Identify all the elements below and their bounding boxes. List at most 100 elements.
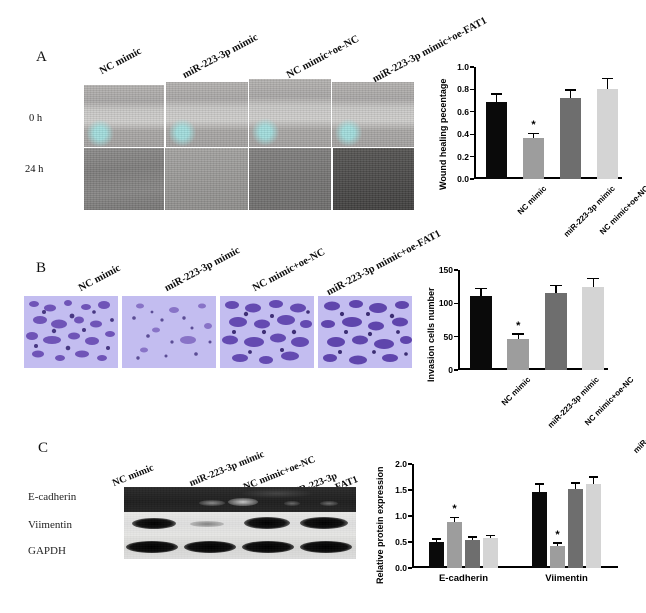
panel-a-y-tick — [469, 88, 474, 91]
transwell-image-nc-oe-nc — [220, 296, 314, 368]
panel-a-y-tick-label: 0.6 — [457, 106, 469, 117]
panel-b-y-tick-label: 0 — [448, 365, 453, 375]
panel-c-bar-viimentin-1 — [550, 546, 565, 568]
panel-b-column-header-3: NC mimic+oe-NC — [250, 246, 327, 294]
panel-a-y-tick — [469, 111, 474, 113]
panel-c-bar-viimentin-0 — [532, 491, 547, 568]
panel-c-bar-viimentin-0-errorbar — [538, 484, 541, 492]
panel-b-bar-2-errorbar-cap — [549, 284, 562, 286]
panel-a-bar-0-errorbar-cap — [490, 93, 503, 95]
wound-image-0h-nc-mimic — [84, 85, 164, 147]
panel-c-column-header-1: NC mimic — [110, 462, 156, 489]
panel-b-bar-1 — [507, 338, 530, 370]
panel-a-row-label-24h: 24 h — [25, 164, 44, 175]
panel-b-bar-1-significance-star: * — [516, 319, 521, 332]
panel-b-letter: B — [36, 260, 47, 276]
panel-c-y-tick-label: 1.0 — [395, 511, 407, 521]
panel-b-bar-1-errorbar-cap — [512, 333, 525, 335]
panel-b-y-axis — [458, 270, 460, 370]
panel-b-bar-3-errorbar — [592, 279, 594, 287]
panel-c-bar-e-cadherin-3-errorbar-cap — [486, 534, 495, 537]
panel-b-y-tick-label: 50 — [443, 331, 453, 342]
panel-a-y-axis — [474, 67, 476, 179]
transwell-image-nc-mimic — [24, 296, 118, 368]
blot-row-viimentin — [124, 512, 356, 536]
panel-a-bar-0-errorbar — [495, 94, 498, 103]
blot-row-e-cadherin — [124, 487, 356, 512]
panel-a-y-tick — [469, 133, 474, 135]
panel-b-bar-0-errorbar-cap — [474, 287, 487, 290]
wound-image-0h-mir223 — [166, 82, 248, 147]
panel-a-x-category-0: NC mimic — [515, 184, 548, 217]
panel-a-y-tick-label: 0.0 — [457, 174, 469, 184]
panel-a-chart: Wound healing pecentage 1.0 0.8 0.6 0.4 0.2 0… — [432, 62, 646, 264]
panel-c-bar-e-cadherin-1-errorbar — [453, 518, 456, 522]
panel-b-y-tick-label: 100 — [438, 298, 453, 309]
panel-c-bar-viimentin-3 — [586, 483, 601, 568]
panel-c-bar-e-cadherin-1-significance-star: * — [452, 503, 457, 516]
panel-c-y-tick-label: 0.5 — [395, 537, 407, 547]
panel-a-column-header-2: miR-223-3p mimic — [180, 31, 260, 81]
panel-c-letter: C — [38, 440, 49, 456]
panel-b-x-axis — [458, 368, 608, 370]
panel-c-bar-e-cadherin-3-errorbar — [489, 536, 492, 539]
panel-b-y-tick — [453, 335, 458, 338]
panel-a-x-axis — [474, 177, 622, 179]
panel-a-bar-1 — [523, 138, 544, 179]
panel-c-bar-viimentin-1-errorbar — [556, 543, 559, 547]
panel-c-bar-viimentin-2-errorbar-cap — [571, 482, 580, 484]
panel-a-y-tick-label: 0.8 — [457, 84, 469, 95]
panel-a-y-tick-label: 0.4 — [457, 129, 469, 140]
panel-a-bar-0 — [486, 102, 507, 179]
panel-c-bar-viimentin-3-errorbar-cap — [589, 476, 598, 478]
panel-a-bar-3-errorbar — [606, 79, 609, 89]
wound-image-0h-mir223-oe-fat1 — [332, 82, 414, 147]
wound-image-24h-nc-oe-nc — [249, 148, 331, 210]
panel-b-bar-3 — [582, 286, 605, 370]
panel-a-bar-2-errorbar — [569, 90, 572, 98]
wound-image-24h-mir223-oe-fat1 — [333, 148, 414, 210]
panel-a-y-tick — [469, 66, 474, 68]
panel-c-bar-viimentin-0-errorbar-cap — [535, 483, 544, 485]
panel-c-y-axis — [412, 464, 414, 568]
panel-a-y-tick — [469, 155, 474, 158]
panel-c-bar-e-cadherin-0-errorbar — [435, 539, 438, 542]
panel-c-group-label-1: Viimentin — [545, 573, 588, 584]
panel-b-x-category-3: miR-223-3p mimic+oe-FAT1 — [631, 375, 646, 455]
panel-c-y-tick — [407, 489, 412, 491]
transwell-image-mir223 — [122, 296, 216, 368]
panel-c-y-tick — [407, 463, 412, 465]
panel-c-bar-viimentin-3-errorbar — [592, 477, 595, 484]
wound-image-0h-nc-oe-nc — [249, 79, 331, 147]
panel-a-bar-3 — [597, 88, 618, 179]
panel-c-bar-viimentin-2-errorbar — [574, 483, 577, 490]
blot-row-gapdh — [124, 536, 356, 559]
panel-c-chart: Relative protein expression 2.0 1.5 1.0 0.5… — [372, 458, 644, 608]
blot-label-viimentin: Viimentin — [28, 519, 72, 531]
panel-c-y-tick — [407, 515, 412, 517]
panel-c-bar-e-cadherin-3 — [483, 538, 498, 568]
panel-c-bar-viimentin-1-significance-star: * — [555, 528, 560, 541]
panel-c-bar-viimentin-1-errorbar-cap — [553, 542, 562, 544]
panel-b-bar-0-errorbar — [480, 289, 482, 296]
panel-a-y-tick-label: 0.2 — [457, 151, 469, 162]
panel-c-group-label-0: E-cadherin — [438, 573, 489, 584]
panel-b-bar-2 — [544, 292, 567, 370]
panel-c-y-axis-label: Relative protein expression — [375, 466, 385, 584]
panel-c-y-tick — [407, 567, 412, 569]
panel-c-bar-e-cadherin-0 — [429, 542, 444, 568]
panel-a-bar-3-errorbar-cap — [601, 77, 614, 80]
panel-b-y-axis-label: Invasion cells number — [426, 287, 436, 382]
transwell-image-mir223-oe-fat1 — [318, 296, 412, 368]
panel-c-bar-e-cadherin-1-errorbar-cap — [450, 516, 459, 519]
blot-label-e-cadherin: E-cadherin — [28, 491, 77, 503]
panel-c-y-tick-label: 1.5 — [395, 485, 407, 495]
panel-a-y-axis-label: Wound healing pecentage — [438, 78, 448, 190]
panel-a-bar-2 — [560, 97, 581, 179]
wound-image-24h-mir223 — [165, 148, 248, 210]
wound-image-24h-nc-mimic — [84, 148, 164, 210]
panel-b-chart: Invasion cells number 150 100 50 0 NC mimic *… — [424, 264, 646, 455]
panel-b-y-tick — [453, 269, 458, 271]
panel-c-bar-e-cadherin-2-errorbar-cap — [468, 536, 477, 538]
